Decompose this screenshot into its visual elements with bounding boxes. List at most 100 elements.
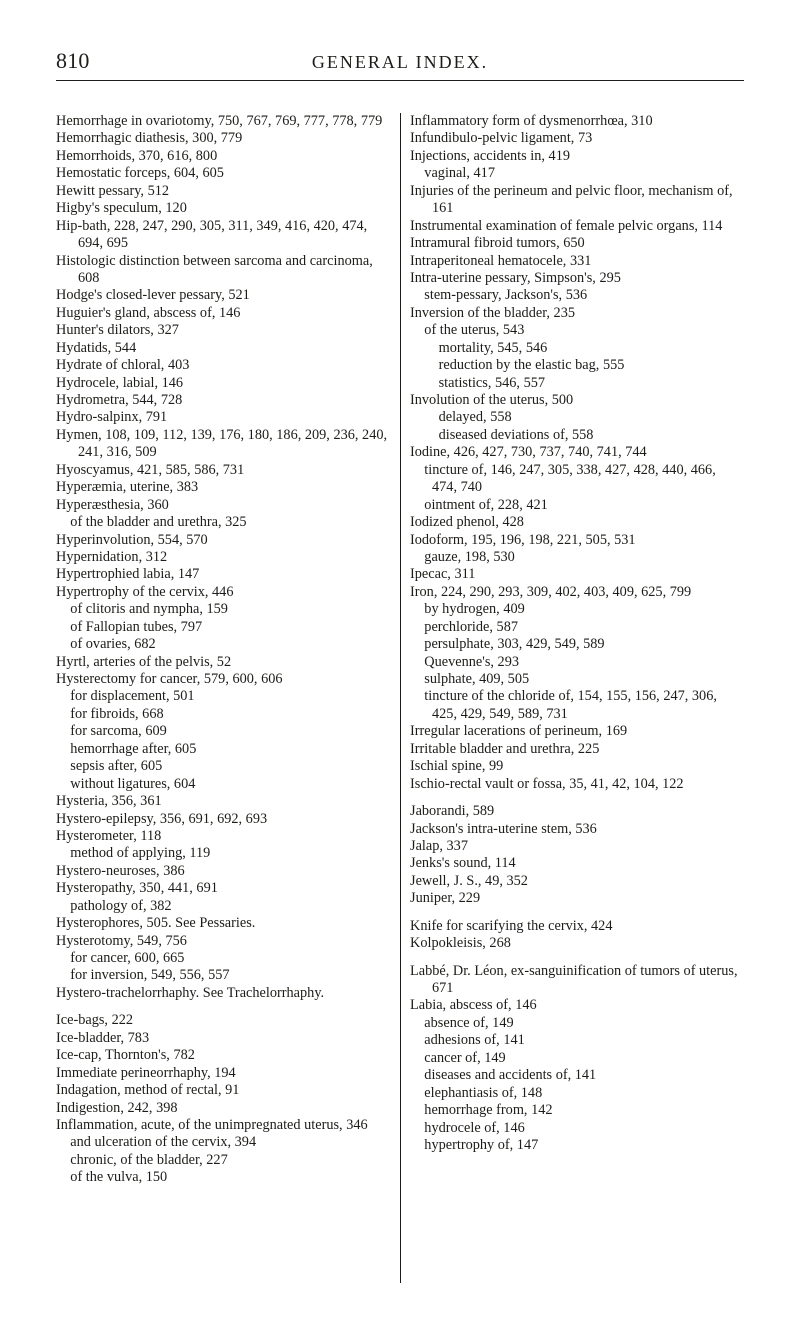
index-entry: vaginal, 417 [410,165,744,182]
index-entry: Juniper, 229 [410,890,744,907]
index-entry: Ischial spine, 99 [410,758,744,775]
index-entry: Hypernidation, 312 [56,549,390,566]
index-entry: Inversion of the bladder, 235 [410,305,744,322]
blank-line [410,953,744,963]
index-entry: Involution of the uterus, 500 [410,392,744,409]
index-entry: tincture of, 146, 247, 305, 338, 427, 42… [410,462,744,497]
index-entry: Ice-bags, 222 [56,1012,390,1029]
index-entry: Hypertrophied labia, 147 [56,566,390,583]
index-entry: Hysteria, 356, 361 [56,793,390,810]
index-entry: Hystero-epilepsy, 356, 691, 692, 693 [56,811,390,828]
index-entry: ointment of, 228, 421 [410,497,744,514]
index-entry: for inversion, 549, 556, 557 [56,967,390,984]
index-entry: Iodine, 426, 427, 730, 737, 740, 741, 74… [410,444,744,461]
index-entry: statistics, 546, 557 [410,375,744,392]
index-entry: Hystero-trachelorrhaphy. See Trachelorrh… [56,985,390,1002]
index-entry: sulphate, 409, 505 [410,671,744,688]
index-entry: Hydrocele, labial, 146 [56,375,390,392]
index-entry: Huguier's gland, abscess of, 146 [56,305,390,322]
index-entry: reduction by the elastic bag, 555 [410,357,744,374]
index-entry: diseases and accidents of, 141 [410,1067,744,1084]
index-entry: Irritable bladder and urethra, 225 [410,741,744,758]
index-entry: Immediate perineorrhaphy, 194 [56,1065,390,1082]
index-entry: Knife for scarifying the cervix, 424 [410,918,744,935]
index-entry: adhesions of, 141 [410,1032,744,1049]
index-entry: Hydrate of chloral, 403 [56,357,390,374]
index-entry: hypertrophy of, 147 [410,1137,744,1154]
index-entry: Labia, abscess of, 146 [410,997,744,1014]
index-entry: Ice-cap, Thornton's, 782 [56,1047,390,1064]
index-entry: Ipecac, 311 [410,566,744,583]
index-entry: Iodoform, 195, 196, 198, 221, 505, 531 [410,532,744,549]
index-entry: Kolpokleisis, 268 [410,935,744,952]
index-entry: Hemorrhagic diathesis, 300, 779 [56,130,390,147]
index-entry: Hemorrhage in ovariotomy, 750, 767, 769,… [56,113,390,130]
index-entry: Hewitt pessary, 512 [56,183,390,200]
index-entry: Jenks's sound, 114 [410,855,744,872]
index-entry: Hodge's closed-lever pessary, 521 [56,287,390,304]
index-entry: Ice-bladder, 783 [56,1030,390,1047]
index-entry: Hysteropathy, 350, 441, 691 [56,880,390,897]
index-entry: Indigestion, 242, 398 [56,1100,390,1117]
index-entry: of Fallopian tubes, 797 [56,619,390,636]
index-entry: Hemostatic forceps, 604, 605 [56,165,390,182]
index-entry: pathology of, 382 [56,898,390,915]
index-entry: Hyperinvolution, 554, 570 [56,532,390,549]
index-entry: for cancer, 600, 665 [56,950,390,967]
index-entry: Hydatids, 544 [56,340,390,357]
index-entry: Iodized phenol, 428 [410,514,744,531]
index-entry: cancer of, 149 [410,1050,744,1067]
index-entry: Hunter's dilators, 327 [56,322,390,339]
index-entry: hemorrhage after, 605 [56,741,390,758]
index-entry: of ovaries, 682 [56,636,390,653]
index-entry: and ulceration of the cervix, 394 [56,1134,390,1151]
index-entry: Hysterotomy, 549, 756 [56,933,390,950]
index-entry: perchloride, 587 [410,619,744,636]
index-entry: Hypertrophy of the cervix, 446 [56,584,390,601]
index-entry: elephantiasis of, 148 [410,1085,744,1102]
index-entry: chronic, of the bladder, 227 [56,1152,390,1169]
index-entry: Hydrometra, 544, 728 [56,392,390,409]
index-entry: Infundibulo-pelvic ligament, 73 [410,130,744,147]
index-entry: of the uterus, 543 [410,322,744,339]
index-entry: tincture of the chloride of, 154, 155, 1… [410,688,744,723]
index-entry: Ischio-rectal vault or fossa, 35, 41, 42… [410,776,744,793]
index-entry: Hymen, 108, 109, 112, 139, 176, 180, 186… [56,427,390,462]
index-entry: sepsis after, 605 [56,758,390,775]
index-entry: by hydrogen, 409 [410,601,744,618]
index-entry: for fibroids, 668 [56,706,390,723]
index-entry: Instrumental examination of female pelvi… [410,218,744,235]
index-entry: Injuries of the perineum and pelvic floo… [410,183,744,218]
index-entry: stem-pessary, Jackson's, 536 [410,287,744,304]
index-entry: Indagation, method of rectal, 91 [56,1082,390,1099]
running-head: GENERAL INDEX. [114,52,744,73]
index-entry: Higby's speculum, 120 [56,200,390,217]
index-entry: of the vulva, 150 [56,1169,390,1186]
index-entry: for sarcoma, 609 [56,723,390,740]
index-entry: hemorrhage from, 142 [410,1102,744,1119]
index-entry: of clitoris and nympha, 159 [56,601,390,618]
index-entry: Hip-bath, 228, 247, 290, 305, 311, 349, … [56,218,390,253]
index-entry: Intramural fibroid tumors, 650 [410,235,744,252]
blank-line [56,1002,390,1012]
blank-line [410,908,744,918]
index-columns: Hemorrhage in ovariotomy, 750, 767, 769,… [56,113,744,1283]
index-entry: Hyperæmia, uterine, 383 [56,479,390,496]
index-entry: Jaborandi, 589 [410,803,744,820]
index-entry: Hystero-neuroses, 386 [56,863,390,880]
index-entry: Hysterometer, 118 [56,828,390,845]
index-entry: of the bladder and urethra, 325 [56,514,390,531]
index-entry: Jalap, 337 [410,838,744,855]
page-header: 810 GENERAL INDEX. [56,48,744,81]
index-entry: Labbé, Dr. Léon, ex-sanguinification of … [410,963,744,998]
index-entry: for displacement, 501 [56,688,390,705]
index-entry: Iron, 224, 290, 293, 309, 402, 403, 409,… [410,584,744,601]
blank-line [410,793,744,803]
index-entry: gauze, 198, 530 [410,549,744,566]
index-entry: Quevenne's, 293 [410,654,744,671]
index-entry: method of applying, 119 [56,845,390,862]
index-entry: Inflammatory form of dysmenorrhœa, 310 [410,113,744,130]
index-entry: Intraperitoneal hematocele, 331 [410,253,744,270]
page-number: 810 [56,48,114,74]
index-entry: Hysterophores, 505. See Pessaries. [56,915,390,932]
